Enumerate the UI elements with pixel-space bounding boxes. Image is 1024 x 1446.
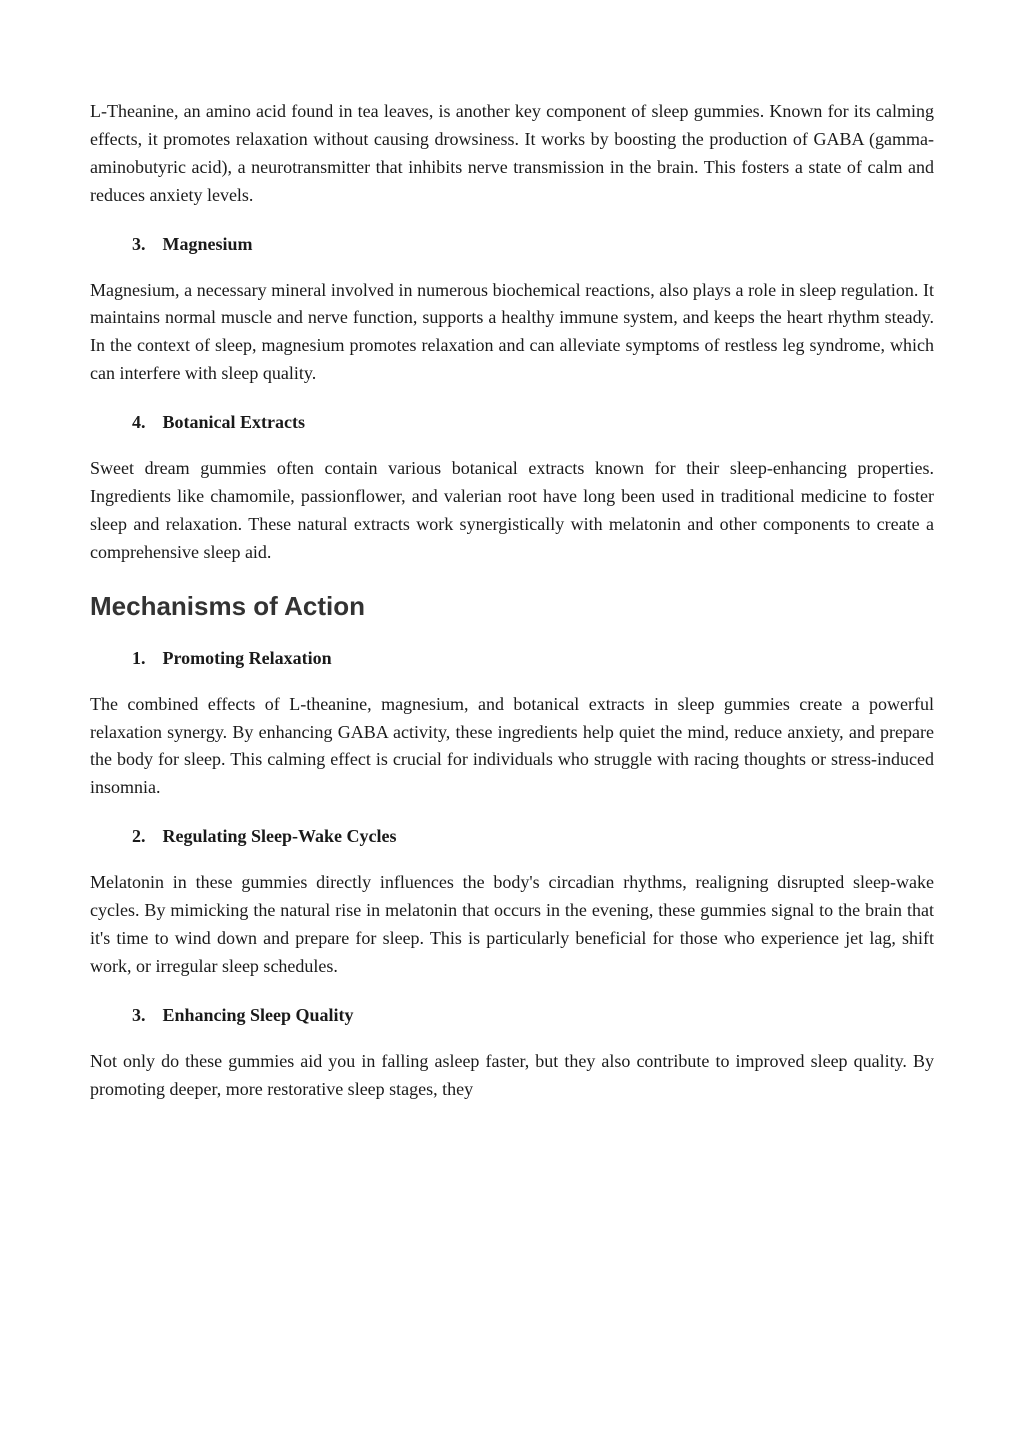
heading-number: 3. [132,234,158,255]
heading-sleep-quality: 3. Enhancing Sleep Quality [132,1005,934,1026]
paragraph-magnesium: Magnesium, a necessary mineral involved … [90,277,934,389]
heading-label: Promoting Relaxation [163,648,332,668]
heading-number: 4. [132,412,158,433]
heading-number: 1. [132,648,158,669]
heading-label: Magnesium [163,234,253,254]
heading-number: 2. [132,826,158,847]
paragraph-ltheanine: L-Theanine, an amino acid found in tea l… [90,98,934,210]
paragraph-relaxation: The combined effects of L-theanine, magn… [90,691,934,803]
heading-number: 3. [132,1005,158,1026]
heading-label: Enhancing Sleep Quality [163,1005,354,1025]
heading-botanical: 4. Botanical Extracts [132,412,934,433]
heading-sleep-wake: 2. Regulating Sleep-Wake Cycles [132,826,934,847]
section-heading-mechanisms: Mechanisms of Action [90,591,934,622]
heading-label: Regulating Sleep-Wake Cycles [163,826,397,846]
heading-magnesium: 3. Magnesium [132,234,934,255]
paragraph-sleep-wake: Melatonin in these gummies directly infl… [90,869,934,981]
paragraph-botanical: Sweet dream gummies often contain variou… [90,455,934,567]
paragraph-sleep-quality: Not only do these gummies aid you in fal… [90,1048,934,1104]
heading-promoting-relaxation: 1. Promoting Relaxation [132,648,934,669]
heading-label: Botanical Extracts [163,412,305,432]
